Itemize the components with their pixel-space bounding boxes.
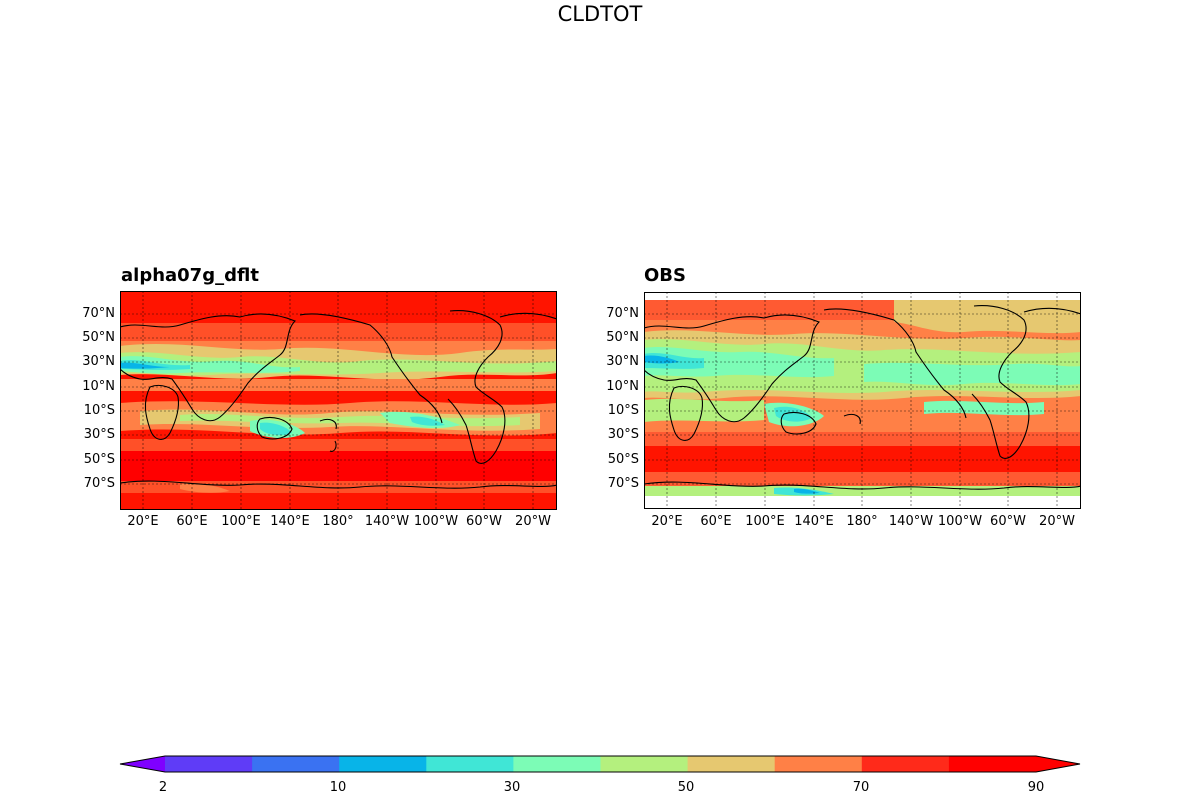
figure-title: CLDTOT <box>557 2 643 26</box>
lat-label: 70°N <box>606 306 639 321</box>
lon-label: 20°W <box>515 514 551 529</box>
lon-label: 140°E <box>794 514 834 529</box>
lat-label: 70°S <box>83 476 115 491</box>
lon-label: 180° <box>322 514 354 529</box>
colorbar-segment <box>948 756 1037 772</box>
lat-label: 10°N <box>606 379 639 394</box>
colorbar-segment <box>687 756 776 772</box>
lon-label: 60°W <box>990 514 1026 529</box>
lon-label: 20°E <box>651 514 683 529</box>
colorbar-tick-label: 2 <box>158 780 168 795</box>
lon-label: 140°W <box>364 514 410 529</box>
lat-label: 70°S <box>607 476 639 491</box>
lon-label: 140°W <box>888 514 934 529</box>
lat-label: 10°S <box>607 403 639 418</box>
lat-label: 10°S <box>83 403 115 418</box>
colorbar-segment <box>339 756 427 772</box>
lon-label: 100°E <box>221 514 261 529</box>
lon-label: 100°W <box>937 514 983 529</box>
colorbar-min-extend <box>120 756 165 772</box>
lon-label: 60°E <box>700 514 732 529</box>
lon-label: 100°E <box>745 514 785 529</box>
lat-label: 50°S <box>83 452 115 467</box>
panel-title-model: alpha07g_dflt <box>121 265 259 286</box>
colorbar-tick-label: 10 <box>329 780 347 795</box>
colorbar-max-extend <box>1036 756 1080 772</box>
lon-label: 140°E <box>270 514 310 529</box>
colorbar-segment <box>426 756 514 772</box>
lat-label: 70°N <box>82 306 115 321</box>
lat-label: 30°S <box>83 427 115 442</box>
lon-label: 60°W <box>466 514 502 529</box>
lat-label: 30°N <box>82 354 115 369</box>
lon-label: 20°E <box>127 514 159 529</box>
lat-label: 50°S <box>607 452 639 467</box>
lon-label: 60°E <box>176 514 208 529</box>
colorbar-segment <box>252 756 340 772</box>
colorbar-tick-label: 50 <box>677 780 695 795</box>
obs-cloud-map <box>644 292 1081 509</box>
colorbar-segment <box>774 756 863 772</box>
model-cloud-map <box>120 291 557 510</box>
lon-label: 20°W <box>1039 514 1075 529</box>
colorbar <box>119 755 1081 773</box>
lon-label: 100°W <box>413 514 459 529</box>
lon-label: 180° <box>846 514 878 529</box>
colorbar-tick-label: 30 <box>503 780 521 795</box>
lat-label: 50°N <box>82 330 115 345</box>
colorbar-segment <box>513 756 601 772</box>
panel-title-obs: OBS <box>644 265 686 286</box>
colorbar-tick-label: 70 <box>852 780 870 795</box>
lat-label: 10°N <box>82 379 115 394</box>
colorbar-segment <box>165 756 253 772</box>
colorbar-segment <box>861 756 950 772</box>
lat-label: 30°N <box>606 354 639 369</box>
colorbar-tick-label: 90 <box>1027 780 1045 795</box>
lat-label: 50°N <box>606 330 639 345</box>
lat-label: 30°S <box>607 427 639 442</box>
colorbar-segment <box>600 756 689 772</box>
